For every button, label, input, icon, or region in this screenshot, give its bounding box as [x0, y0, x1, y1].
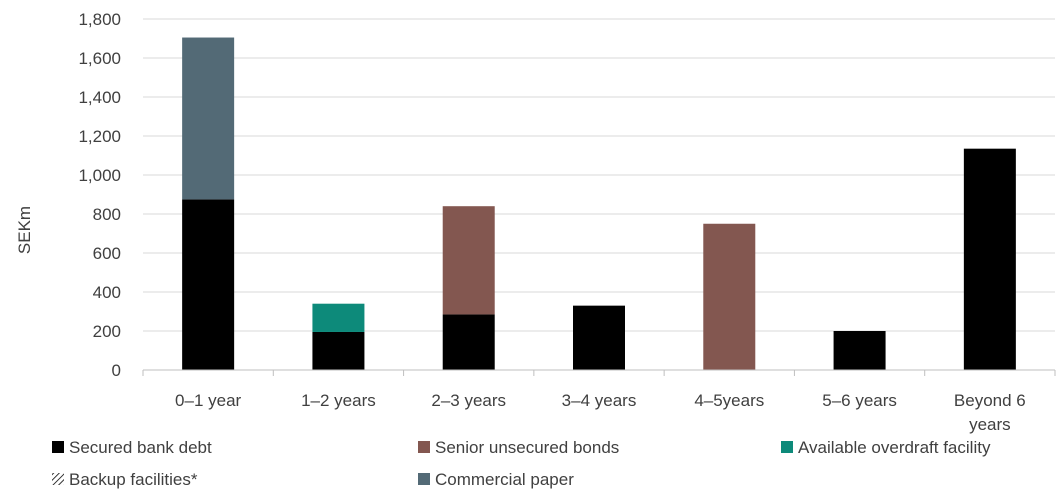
legend-label: Backup facilities*: [69, 470, 198, 489]
y-tick-label: 200: [93, 322, 121, 341]
legend-swatch: [52, 441, 64, 453]
legend-label: Available overdraft facility: [798, 438, 991, 457]
x-tick-label: 0–1 year: [175, 391, 241, 410]
bar-secured-bank-debt: [833, 331, 886, 370]
y-tick-label: 600: [93, 244, 121, 263]
bar-senior-unsecured-bonds: [442, 206, 495, 315]
legend-label: Secured bank debt: [69, 438, 212, 457]
legend-swatch: [418, 441, 430, 453]
y-axis-label: SEKm: [15, 206, 34, 254]
y-tick-label: 1,800: [78, 10, 121, 29]
x-tick-label: years: [969, 415, 1011, 434]
bar-senior-unsecured-bonds: [703, 223, 756, 370]
legend-label: Commercial paper: [435, 470, 574, 489]
bar-available-overdraft-facility: [312, 303, 365, 332]
x-tick-label: 2–3 years: [431, 391, 506, 410]
axes: 0 200 400 600 800 1,000 1,200 1,400 1,600 1,800 0–…: [78, 10, 1056, 434]
legend-swatch: [52, 473, 64, 485]
bar-secured-bank-debt: [963, 148, 1016, 370]
legend-swatch: [418, 473, 430, 485]
legend-label: Senior unsecured bonds: [435, 438, 619, 457]
bar-secured-bank-debt: [182, 199, 235, 370]
y-tick-label: 800: [93, 205, 121, 224]
legend-swatch: [781, 441, 793, 453]
x-tick-label: 1–2 years: [301, 391, 376, 410]
y-tick-label: 0: [112, 361, 121, 380]
y-tick-label: 1,400: [78, 88, 121, 107]
y-tick-label: 400: [93, 283, 121, 302]
bars: [182, 37, 1016, 370]
x-tick-label: Beyond 6: [954, 391, 1026, 410]
bar-commercial-paper: [182, 37, 235, 200]
gridlines: [143, 18, 1055, 332]
y-tick-label: 1,600: [78, 49, 121, 68]
y-tick-label: 1,200: [78, 127, 121, 146]
bar-secured-bank-debt: [312, 331, 365, 370]
x-tick-label: 5–6 years: [822, 391, 897, 410]
bar-secured-bank-debt: [442, 314, 495, 370]
x-tick-label: 4–5years: [694, 391, 764, 410]
bar-secured-bank-debt: [573, 305, 625, 370]
y-tick-label: 1,000: [78, 166, 121, 185]
legend: Secured bank debt Senior unsecured bonds A…: [52, 438, 991, 489]
x-tick-label: 3–4 years: [562, 391, 637, 410]
